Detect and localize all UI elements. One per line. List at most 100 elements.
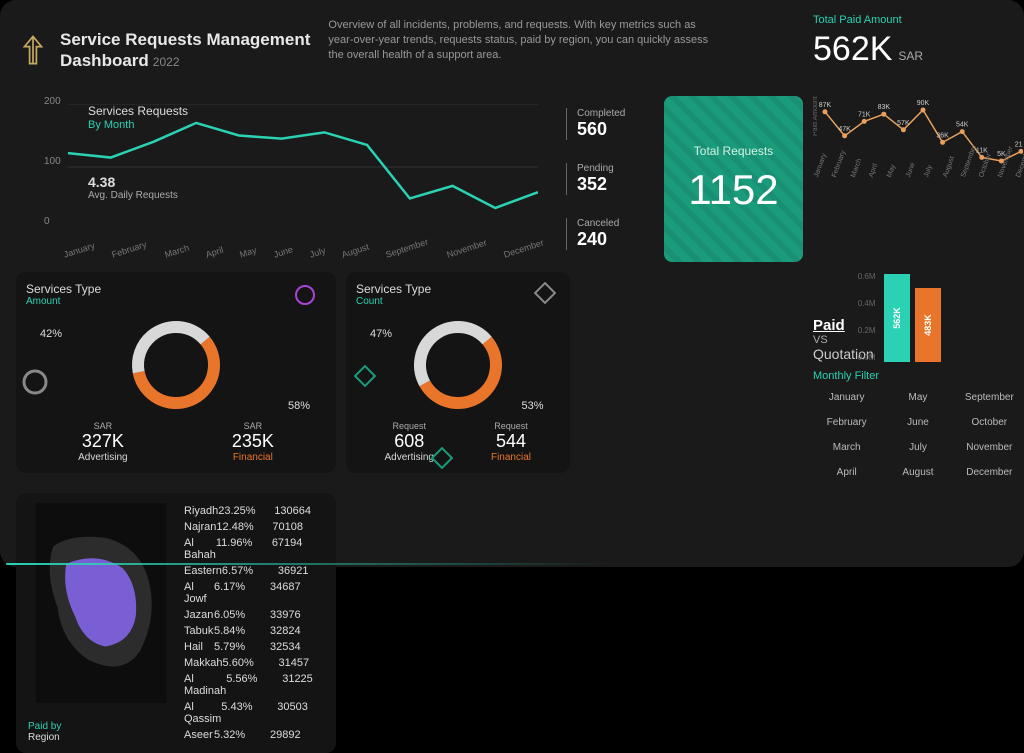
- filter-month[interactable]: December: [956, 463, 1023, 482]
- region-row[interactable]: Aseer5.32%29892: [184, 727, 326, 743]
- legend-small: SAR: [232, 421, 274, 431]
- region-row[interactable]: Al Jowf6.17%34687: [184, 579, 326, 607]
- region-row[interactable]: Al Qassim5.43%30503: [184, 699, 326, 727]
- total-requests-label: Total Requests: [694, 144, 773, 158]
- filter-month[interactable]: August: [884, 463, 951, 482]
- status-label: Completed: [577, 108, 656, 119]
- filter-month[interactable]: April: [813, 463, 880, 482]
- donut-title: Services Type: [26, 282, 326, 296]
- filter-month[interactable]: May: [884, 388, 951, 407]
- svg-text:54K: 54K: [956, 122, 969, 129]
- filter-month[interactable]: June: [884, 413, 951, 432]
- donut-legend: SAR327KAdvertisingSAR235KFinancial: [26, 421, 326, 463]
- region-name: Al Bahah: [184, 537, 216, 561]
- line-chart-card: 200 100 0 Services Requests By Month 4.3…: [16, 96, 556, 262]
- x-tick: March: [163, 243, 190, 260]
- region-pct: 11.96%: [216, 537, 272, 561]
- pq-yaxis: 0.6M0.4M0.2M0.0M: [858, 272, 876, 362]
- filter-month[interactable]: July: [884, 438, 951, 457]
- legend-value: 608: [385, 431, 434, 452]
- region-row[interactable]: Tabuk5.84%32824: [184, 623, 326, 639]
- filter-month[interactable]: September: [956, 388, 1023, 407]
- status-value: 352: [577, 174, 656, 195]
- total-paid-value: 562KSAR: [813, 30, 1023, 69]
- legend-name: Financial: [232, 452, 274, 463]
- filter-month[interactable]: November: [956, 438, 1023, 457]
- donut-pct-a: 42%: [40, 328, 62, 340]
- header: Service Requests Management Dashboard202…: [16, 14, 803, 86]
- region-pct: 23.25%: [218, 505, 274, 517]
- region-row[interactable]: Riyadh23.25%130664: [184, 503, 326, 519]
- svg-text:90K: 90K: [917, 100, 930, 107]
- legend-value: 544: [491, 431, 531, 452]
- diamond-deco-icon: [534, 282, 556, 304]
- status-label: Canceled: [577, 218, 656, 229]
- region-name: Jazan: [184, 609, 214, 621]
- total-requests-value: 1152: [688, 166, 778, 214]
- region-row[interactable]: Hail5.79%32534: [184, 639, 326, 655]
- status-item: Canceled240: [566, 218, 656, 250]
- region-row[interactable]: Al Bahah11.96%67194: [184, 535, 326, 563]
- title-box: Service Requests Management Dashboard202…: [60, 29, 310, 72]
- region-name: Makkah: [184, 657, 223, 669]
- filter-month[interactable]: March: [813, 438, 880, 457]
- svg-text:36K: 36K: [936, 132, 949, 139]
- legend-value: 327K: [78, 431, 127, 452]
- region-row[interactable]: Al Madinah5.56%31225: [184, 671, 326, 699]
- filter-month[interactable]: January: [813, 388, 880, 407]
- pq-bar: 562K: [884, 274, 910, 362]
- y-tick: 200: [44, 96, 61, 107]
- donut-pct-b: 58%: [288, 400, 310, 412]
- region-name: Al Jowf: [184, 581, 214, 605]
- region-pct: 6.05%: [214, 609, 270, 621]
- svg-text:83K: 83K: [878, 104, 891, 111]
- overview-text: Overview of all incidents, problems, and…: [328, 18, 708, 86]
- spark-x-tick: May: [886, 168, 895, 178]
- dashboard-root: Service Requests Management Dashboard202…: [0, 0, 1024, 567]
- region-row[interactable]: Makkah5.60%31457: [184, 655, 326, 671]
- region-amt: 29892: [270, 729, 326, 741]
- x-tick: July: [308, 245, 326, 259]
- circle-deco-icon: [294, 284, 316, 306]
- right-column: Paid VS Quotation 0.6M0.4M0.2M0.0M 562K4…: [813, 272, 1023, 753]
- region-name: Riyadh: [184, 505, 218, 517]
- legend-item: Request544Financial: [491, 421, 531, 463]
- diamond-deco-icon: [431, 447, 453, 469]
- region-row[interactable]: Najran12.48%70108: [184, 519, 326, 535]
- legend-item: SAR327KAdvertising: [78, 421, 127, 463]
- spark-x-tick: December: [1015, 168, 1024, 178]
- sparkline-xaxis: JanuaryFebruaryMarchAprilMayJuneJulyAugu…: [813, 176, 1023, 183]
- legend-name: Advertising: [78, 452, 127, 463]
- legend-small: SAR: [78, 421, 127, 431]
- region-pct: 6.17%: [214, 581, 270, 605]
- donut-chart-svg: [408, 315, 508, 415]
- spark-x-tick: August: [942, 168, 951, 178]
- region-table: Riyadh23.25%130664Najran12.48%70108Al Ba…: [184, 503, 326, 743]
- spark-x-tick: April: [868, 168, 877, 178]
- pq-y-tick: 0.2M: [858, 326, 876, 335]
- region-name: Tabuk: [184, 625, 214, 637]
- x-tick: May: [239, 245, 258, 260]
- spark-x-tick: June: [905, 168, 914, 178]
- region-row[interactable]: Eastern6.57%36921: [184, 563, 326, 579]
- x-tick: September: [385, 237, 430, 260]
- x-tick: August: [340, 242, 370, 260]
- donut-pct-a: 47%: [370, 328, 392, 340]
- spark-x-tick: January: [813, 168, 822, 178]
- filter-month[interactable]: February: [813, 413, 880, 432]
- logo-title: Service Requests Management Dashboard202…: [16, 14, 310, 86]
- y-tick: 0: [44, 216, 50, 227]
- donut-legend: Request608AdvertisingRequest544Financial: [356, 421, 560, 463]
- legend-value: 235K: [232, 431, 274, 452]
- filter-month[interactable]: October: [956, 413, 1023, 432]
- total-requests-card: Total Requests 1152: [664, 96, 803, 262]
- status-column: Completed560Pending352Canceled240 Total …: [566, 96, 803, 262]
- donut-amount-card: Services Type Amount 42% 58% SAR327KAdve…: [16, 272, 336, 473]
- spark-x-tick: February: [831, 168, 840, 178]
- region-row[interactable]: Jazan6.05%33976: [184, 607, 326, 623]
- status-value: 560: [577, 119, 656, 140]
- donut-title: Services Type: [356, 282, 560, 296]
- svg-text:87K: 87K: [819, 102, 832, 109]
- svg-text:21K: 21K: [1015, 141, 1023, 148]
- region-name: Najran: [184, 521, 216, 533]
